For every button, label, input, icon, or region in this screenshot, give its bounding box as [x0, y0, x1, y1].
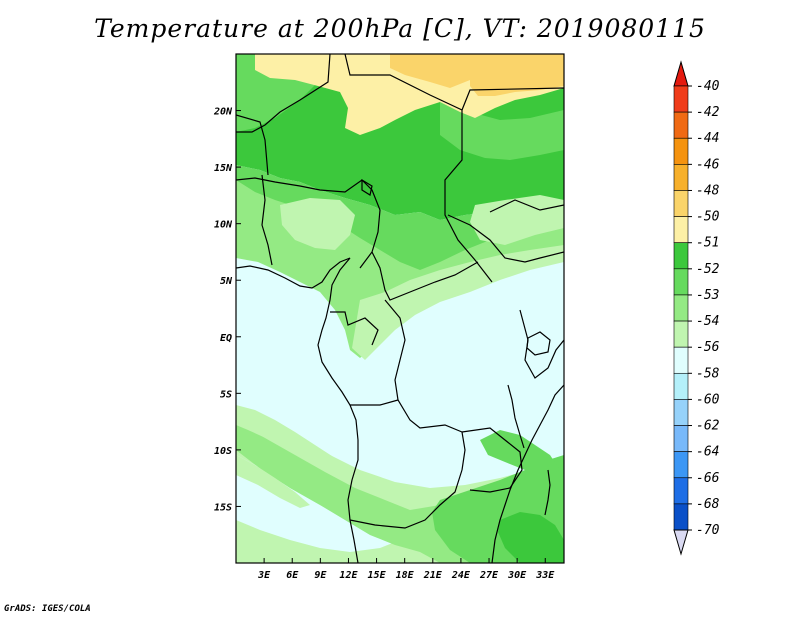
colorbar-label: -48 [696, 183, 720, 198]
border-west-interior [261, 174, 273, 266]
colorbar-label: -50 [696, 210, 720, 225]
lat-tick-label: EQ [220, 333, 232, 344]
lon-tick-label: 24E [451, 570, 471, 581]
colorbar-label: -51 [696, 236, 719, 251]
lon-tick-label: 27E [479, 570, 499, 581]
band-minus48-east [470, 54, 564, 96]
temperature-field [236, 54, 564, 563]
colorbar-label: -40 [696, 79, 720, 94]
colorbar-bin [673, 294, 689, 322]
colorbar-bin [673, 477, 689, 505]
colorbar-bin [673, 503, 689, 531]
lat-tick-label: 10S [214, 446, 232, 457]
colorbar-bin [673, 320, 689, 348]
latitude-axis: 20N 15N 10N 5N EQ 5S 10S 15S [213, 107, 241, 513]
colorbar-bin [673, 451, 689, 479]
colorbar-bin [673, 242, 689, 270]
lat-tick-label: 10N [214, 220, 233, 231]
border-gabon [330, 311, 379, 346]
colorbar-label: -54 [696, 314, 719, 329]
colorbar-label: -66 [696, 471, 720, 486]
coastline-west-africa [236, 257, 359, 563]
colorbar-label: -64 [696, 445, 719, 460]
colorbar-bin [673, 111, 689, 139]
border-nigeria-niger [236, 177, 381, 269]
border-sudan-egypt [461, 87, 564, 111]
border-libya-chad [344, 54, 493, 283]
colorbar-label: -56 [696, 340, 720, 355]
colorbar-bin [673, 346, 689, 374]
colorbar-bin [673, 190, 689, 217]
colorbar-bin [673, 425, 689, 452]
chart-title: Temperature at 200hPa [C], VT: 201908011… [94, 14, 706, 43]
band-minus51-southeast [498, 512, 564, 563]
lake-malawi [544, 469, 551, 516]
lat-tick-label: 5S [220, 389, 232, 400]
border-angola-namibia [349, 469, 463, 529]
band-minus54-atlantic-west [236, 455, 310, 508]
lon-tick-label: 3E [257, 570, 271, 581]
border-south-sudan [447, 214, 564, 263]
lon-tick-label: 21E [423, 570, 443, 581]
lake-victoria [526, 331, 551, 356]
border-niger-chad [236, 54, 331, 133]
colorbar-label: -46 [696, 157, 720, 172]
band-minus54-east [470, 195, 564, 245]
border-zambia [461, 427, 523, 493]
lat-tick-label: 20N [213, 107, 233, 118]
lon-tick-label: 30E [507, 570, 527, 581]
border-car-congo [384, 299, 406, 401]
colorbar-label: -60 [696, 392, 720, 407]
credit-label: GrADS: IGES/COLA [4, 604, 91, 614]
lake-chad [361, 178, 373, 196]
border-ethiopia [489, 199, 564, 213]
colorbar-label: -58 [696, 366, 720, 381]
colorbar-bin [673, 216, 689, 244]
colorbar-bin [673, 372, 689, 400]
lake-tanganyika [507, 384, 525, 449]
colorbar-label: -42 [696, 105, 720, 120]
lon-tick-label: 9E [314, 570, 327, 581]
colorbar-label: -53 [696, 288, 719, 303]
border-drc-angola [350, 399, 466, 471]
border-cameroon-chad [371, 251, 479, 301]
colorbar-top-arrow [673, 60, 689, 87]
lon-tick-label: 33E [535, 570, 555, 581]
colorbar-bin [673, 85, 689, 113]
longitude-axis: 3E 6E 9E 12E 15E 18E 21E 24E 27E 30E 33E [257, 558, 555, 581]
band-minus54-congo [352, 245, 564, 360]
border-mali [236, 114, 269, 176]
colorbar-bin [673, 164, 689, 191]
lon-tick-label: 18E [396, 570, 415, 581]
colorbar-bin [673, 399, 689, 426]
lon-tick-label: 12E [339, 570, 358, 581]
band-minus54-central [280, 198, 355, 250]
lat-tick-label: 15N [214, 163, 233, 174]
map-frame [235, 53, 565, 564]
map-borders [236, 54, 564, 563]
colorbar-bin [673, 137, 689, 165]
lat-tick-label: 5N [220, 276, 233, 287]
band-minus54-atlantic [236, 405, 340, 470]
colorbar-label: -68 [696, 497, 720, 512]
colorbar-label: -52 [696, 262, 720, 277]
colorbar-label: -70 [696, 523, 720, 538]
lon-tick-label: 6E [286, 570, 299, 581]
colorbar-label: -44 [696, 131, 719, 146]
colorbar: -40 -42 -44 -46 -48 -50 -51 -52 -53 -54 -56 -58 -60 -… [673, 60, 720, 556]
band-minus48-northeast [390, 54, 470, 88]
colorbar-bottom-arrow [673, 529, 689, 556]
colorbar-bin [673, 268, 689, 296]
colorbar-label: -62 [696, 419, 720, 434]
lon-tick-label: 15E [368, 570, 387, 581]
lat-tick-label: 15S [214, 502, 232, 513]
